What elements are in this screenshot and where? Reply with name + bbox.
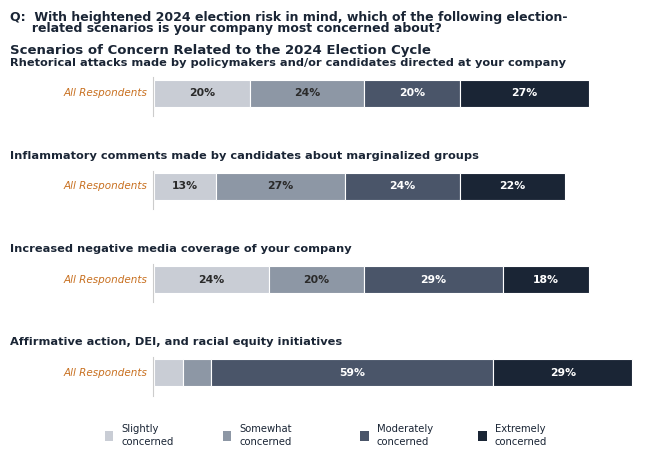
Text: Q:  With heightened 2024 election risk in mind, which of the following election-: Q: With heightened 2024 election risk in… bbox=[10, 11, 567, 24]
Text: Inflammatory comments made by candidates about marginalized groups: Inflammatory comments made by candidates… bbox=[10, 151, 479, 161]
Text: All Respondents: All Respondents bbox=[64, 274, 147, 285]
Text: 20%: 20% bbox=[303, 274, 329, 285]
Bar bbox=[364, 80, 460, 107]
Text: 27%: 27% bbox=[267, 181, 293, 192]
Bar bbox=[478, 431, 487, 441]
Bar bbox=[493, 359, 632, 386]
Bar bbox=[105, 431, 113, 441]
Bar bbox=[212, 359, 493, 386]
Bar bbox=[154, 80, 250, 107]
Text: 24%: 24% bbox=[390, 181, 416, 192]
Bar bbox=[223, 431, 231, 441]
Text: All Respondents: All Respondents bbox=[64, 181, 147, 192]
Text: 29%: 29% bbox=[421, 274, 447, 285]
Text: Slightly
concerned: Slightly concerned bbox=[121, 424, 174, 447]
Bar bbox=[154, 266, 269, 293]
Text: 24%: 24% bbox=[198, 274, 225, 285]
Text: Somewhat
concerned: Somewhat concerned bbox=[239, 424, 291, 447]
Text: 20%: 20% bbox=[399, 88, 425, 98]
Bar bbox=[250, 80, 364, 107]
Bar bbox=[360, 431, 369, 441]
Bar bbox=[460, 173, 565, 200]
Text: Scenarios of Concern Related to the 2024 Election Cycle: Scenarios of Concern Related to the 2024… bbox=[10, 44, 431, 57]
Text: 24%: 24% bbox=[294, 88, 320, 98]
Bar bbox=[460, 80, 589, 107]
Text: Moderately
concerned: Moderately concerned bbox=[377, 424, 433, 447]
Text: related scenarios is your company most concerned about?: related scenarios is your company most c… bbox=[10, 22, 441, 35]
Text: 20%: 20% bbox=[189, 88, 215, 98]
Text: 29%: 29% bbox=[550, 368, 576, 378]
Text: 22%: 22% bbox=[499, 181, 526, 192]
Text: All Respondents: All Respondents bbox=[64, 88, 147, 98]
Text: 27%: 27% bbox=[512, 88, 538, 98]
Bar bbox=[364, 266, 503, 293]
Text: Rhetorical attacks made by policymakers and/or candidates directed at your compa: Rhetorical attacks made by policymakers … bbox=[10, 58, 566, 68]
Text: 13%: 13% bbox=[172, 181, 198, 192]
Text: All Respondents: All Respondents bbox=[64, 368, 147, 378]
Text: Extremely
concerned: Extremely concerned bbox=[495, 424, 547, 447]
Bar bbox=[503, 266, 589, 293]
Bar bbox=[154, 359, 183, 386]
Bar bbox=[154, 173, 216, 200]
Bar bbox=[269, 266, 364, 293]
Text: 59%: 59% bbox=[339, 368, 365, 378]
Text: 18%: 18% bbox=[533, 274, 559, 285]
Text: Affirmative action, DEI, and racial equity initiatives: Affirmative action, DEI, and racial equi… bbox=[10, 337, 342, 347]
Bar bbox=[183, 359, 212, 386]
Bar bbox=[216, 173, 345, 200]
Bar bbox=[345, 173, 460, 200]
Text: Increased negative media coverage of your company: Increased negative media coverage of you… bbox=[10, 244, 352, 254]
